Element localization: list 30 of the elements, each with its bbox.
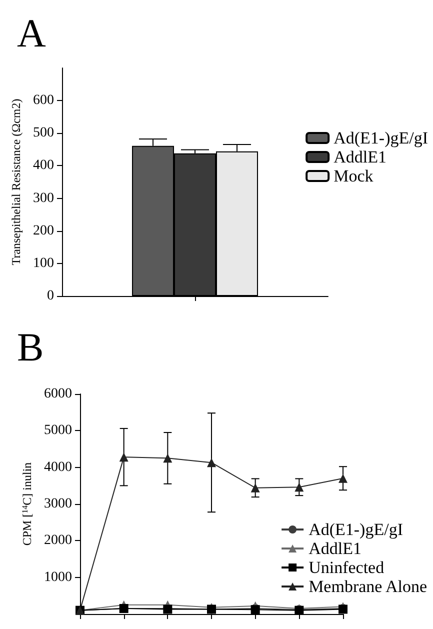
point <box>163 454 172 463</box>
point <box>294 482 304 492</box>
y-tick-label: 1000 <box>44 570 72 585</box>
point <box>250 483 260 492</box>
legend-label: Mock <box>334 166 374 186</box>
legend-label: Membrane Alone <box>308 577 428 596</box>
y-tick-label: 200 <box>33 223 54 238</box>
y-tick-label: 300 <box>33 190 54 206</box>
y-axis-title: Transepithelial Resistance (Ωcm2) <box>9 98 23 266</box>
y-tick-label: 3000 <box>44 496 72 512</box>
point <box>338 474 348 483</box>
y-axis-title: CPM [14C] inulin <box>20 462 34 546</box>
y-tick-label: 600 <box>33 93 54 108</box>
point <box>119 452 128 462</box>
legend-label: Ad(E1-)gE/gI <box>308 520 404 539</box>
y-tick-label: 500 <box>33 126 54 141</box>
y-tick-label: 100 <box>33 256 54 271</box>
y-tick-label: 4000 <box>44 460 72 475</box>
legend-label: Uninfected <box>308 558 385 577</box>
y-tick-label: 400 <box>33 158 54 174</box>
y-tick-label: 0 <box>47 288 54 304</box>
y-tick-label: 6000 <box>44 386 72 402</box>
y-tick-label: 5000 <box>44 423 72 438</box>
y-tick-label: 2000 <box>44 533 72 548</box>
chart-title: B <box>17 324 44 370</box>
legend-label: Ad(E1-)gE/gI <box>334 128 428 148</box>
point <box>207 458 216 468</box>
legend-label: AddlE1 <box>308 539 362 558</box>
chart-title: A <box>17 10 46 56</box>
legend-label: AddlE1 <box>334 148 386 166</box>
